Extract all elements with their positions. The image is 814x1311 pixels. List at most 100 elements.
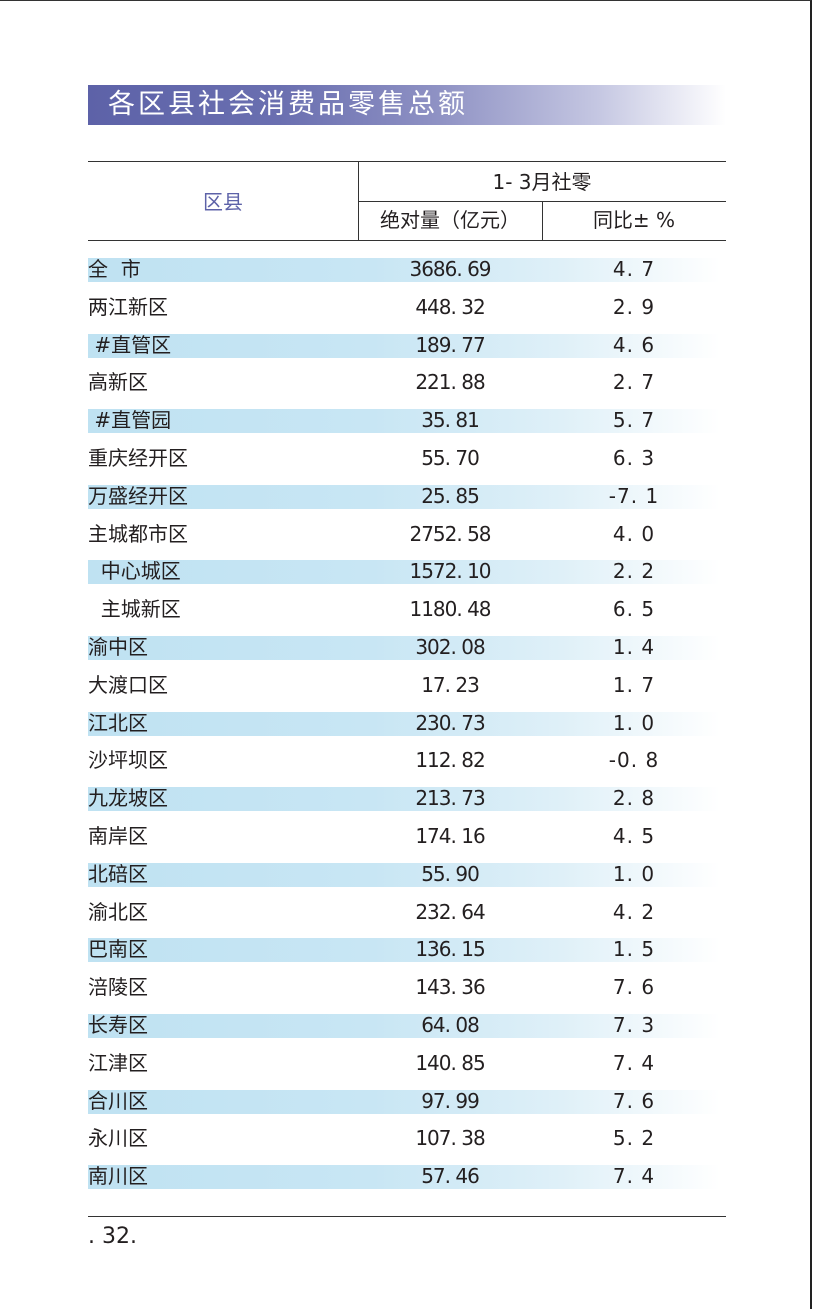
yoy-change-cell: 5. 7	[612, 408, 656, 433]
district-name-cell: 巴南区	[88, 937, 148, 962]
yoy-change-cell: 2. 2	[612, 559, 656, 584]
yoy-change-cell: 2. 9	[612, 294, 656, 319]
row-shading	[88, 258, 720, 282]
absolute-value-cell: 55. 90	[421, 861, 480, 886]
district-name-cell: 涪陵区	[88, 975, 148, 1000]
table-row: #直管园 35. 81 5. 7	[88, 401, 726, 439]
absolute-value-cell: 55. 70	[421, 446, 480, 470]
table-row: #直管区 189. 77 4. 6	[88, 326, 726, 364]
row-shading	[88, 409, 720, 434]
yoy-change-cell: 4. 7	[612, 257, 656, 281]
row-shading	[88, 1165, 720, 1190]
yoy-change-cell: 1. 7	[612, 672, 656, 697]
yoy-change-cell: 4. 5	[612, 824, 656, 848]
table-row: 全 市 3686. 69 4. 7	[88, 250, 726, 288]
table-row: 北碚区 55. 90 1. 0	[88, 855, 726, 893]
yoy-change-cell: 2. 8	[612, 786, 656, 811]
row-shading	[88, 636, 720, 660]
row-shading	[88, 560, 720, 585]
header-bottom-rule	[88, 240, 726, 241]
column-header-district: 区县	[203, 190, 243, 214]
absolute-value-cell: 302. 08	[415, 635, 485, 659]
row-shading	[88, 1089, 720, 1114]
row-shading	[88, 938, 720, 963]
absolute-value-cell: 25. 85	[421, 483, 480, 508]
table-row: 长寿区 64. 08 7. 3	[88, 1006, 726, 1044]
column-header-absolute: 绝对量（亿元）	[380, 208, 520, 232]
yoy-change-cell: 4. 6	[612, 332, 656, 357]
table-row: 南川区 57. 46 7. 4	[88, 1157, 726, 1195]
row-shading	[88, 1014, 720, 1038]
header-divider-right	[542, 202, 543, 241]
title-bar	[88, 85, 726, 125]
absolute-value-cell: 3686. 69	[409, 257, 491, 281]
table-row: 永川区 107. 38 5. 2	[88, 1119, 726, 1157]
page-number: . 32.	[88, 1224, 137, 1249]
absolute-value-cell: 35. 81	[421, 408, 480, 433]
district-name-cell: 江北区	[88, 710, 148, 735]
table-bottom-rule	[88, 1216, 726, 1217]
district-name-cell: 江津区	[88, 1050, 148, 1075]
yoy-change-cell: 2. 7	[612, 370, 656, 395]
yoy-change-cell: 7. 4	[612, 1164, 656, 1189]
district-name-cell: 大渡口区	[88, 672, 168, 697]
absolute-value-cell: 17. 23	[421, 672, 480, 697]
table-row: 江北区 230. 73 1. 0	[88, 704, 726, 742]
table-row: 万盛经开区 25. 85 -7. 1	[88, 477, 726, 515]
yoy-change-cell: 6. 3	[612, 446, 656, 470]
district-name-cell: 九龙坡区	[88, 786, 168, 811]
yoy-change-cell: -7. 1	[608, 483, 660, 508]
yoy-change-cell: 4. 0	[612, 521, 656, 546]
table-row: 渝北区 232. 64 4. 2	[88, 893, 726, 931]
column-header-yoy: 同比± %	[592, 208, 676, 232]
table-row: 两江新区 448. 32 2. 9	[88, 288, 726, 326]
table-row: 九龙坡区 213. 73 2. 8	[88, 779, 726, 817]
absolute-value-cell: 112. 82	[415, 748, 485, 773]
table-row: 南岸区 174. 16 4. 5	[88, 817, 726, 855]
absolute-value-cell: 140. 85	[415, 1050, 485, 1075]
column-group-header: 1- 3月社零	[492, 170, 592, 194]
absolute-value-cell: 1572. 10	[409, 559, 491, 584]
absolute-value-cell: 230. 73	[415, 710, 485, 735]
yoy-change-cell: 6. 5	[612, 597, 656, 622]
row-shading	[88, 862, 720, 887]
table-top-rule	[88, 161, 726, 162]
district-name-cell: 两江新区	[88, 294, 168, 319]
absolute-value-cell: 57. 46	[421, 1164, 480, 1189]
district-name-cell: 沙坪坝区	[88, 748, 168, 773]
absolute-value-cell: 448. 32	[415, 294, 485, 319]
district-name-cell: 长寿区	[88, 1013, 148, 1037]
header-divider-left	[358, 162, 359, 241]
yoy-change-cell: -0. 8	[608, 748, 660, 773]
table-row: 渝中区 302. 08 1. 4	[88, 628, 726, 666]
row-shading	[88, 484, 720, 509]
absolute-value-cell: 2752. 58	[409, 521, 491, 546]
yoy-change-cell: 1. 5	[612, 937, 656, 962]
district-name-cell: 北碚区	[88, 861, 148, 886]
yoy-change-cell: 7. 4	[612, 1050, 656, 1075]
row-shading	[88, 787, 720, 812]
absolute-value-cell: 1180. 48	[409, 597, 491, 622]
table-row: 重庆经开区 55. 70 6. 3	[88, 439, 726, 477]
yoy-change-cell: 7. 3	[612, 1013, 656, 1037]
district-name-cell: 中心城区	[88, 559, 181, 584]
district-name-cell: 永川区	[88, 1126, 148, 1151]
absolute-value-cell: 221. 88	[415, 370, 485, 395]
table-row: 巴南区 136. 15 1. 5	[88, 930, 726, 968]
absolute-value-cell: 97. 99	[421, 1088, 480, 1113]
table-row: 沙坪坝区 112. 82 -0. 8	[88, 741, 726, 779]
absolute-value-cell: 174. 16	[415, 824, 485, 848]
district-name-cell: 重庆经开区	[88, 446, 188, 470]
yoy-change-cell: 1. 4	[612, 635, 656, 659]
absolute-value-cell: 143. 36	[415, 975, 485, 1000]
absolute-value-cell: 213. 73	[415, 786, 485, 811]
yoy-change-cell: 1. 0	[612, 861, 656, 886]
page-title: 各区县社会消费品零售总额	[108, 89, 468, 120]
district-name-cell: #直管园	[88, 408, 172, 433]
yoy-change-cell: 5. 2	[612, 1126, 656, 1151]
district-name-cell: 渝北区	[88, 899, 148, 924]
table-row: 涪陵区 143. 36 7. 6	[88, 968, 726, 1006]
table-row: 主城都市区 2752. 58 4. 0	[88, 515, 726, 553]
yoy-change-cell: 1. 0	[612, 710, 656, 735]
